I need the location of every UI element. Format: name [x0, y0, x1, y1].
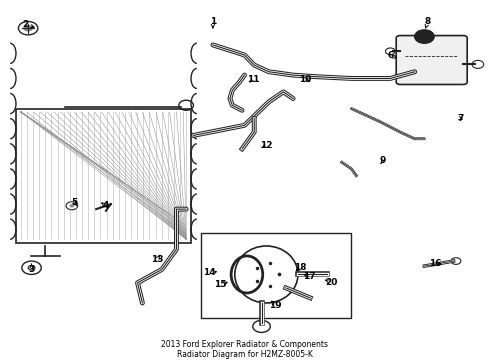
- Bar: [16, 109, 191, 243]
- Text: 19: 19: [268, 301, 281, 310]
- Text: 4: 4: [102, 201, 109, 210]
- Text: 12: 12: [260, 141, 272, 150]
- Text: 9: 9: [379, 156, 386, 165]
- Text: 5: 5: [71, 198, 77, 207]
- Text: 11: 11: [246, 75, 259, 84]
- FancyBboxPatch shape: [395, 36, 466, 85]
- Text: 15: 15: [214, 280, 226, 289]
- Text: 13: 13: [150, 255, 163, 264]
- Text: 10: 10: [299, 75, 311, 84]
- Text: 16: 16: [428, 259, 441, 268]
- Text: 17: 17: [302, 272, 315, 281]
- Circle shape: [27, 264, 36, 271]
- Bar: [201, 233, 351, 318]
- Circle shape: [69, 204, 74, 207]
- Text: 2: 2: [22, 21, 29, 30]
- Circle shape: [414, 30, 433, 43]
- Text: 3: 3: [28, 265, 35, 274]
- Text: 18: 18: [294, 263, 306, 272]
- Text: 8: 8: [424, 17, 430, 26]
- Circle shape: [23, 25, 33, 32]
- Text: 6: 6: [386, 51, 393, 60]
- Text: 14: 14: [203, 268, 215, 277]
- Text: 2013 Ford Explorer Radiator & Components
Radiator Diagram for H2MZ-8005-K: 2013 Ford Explorer Radiator & Components…: [161, 340, 327, 359]
- Text: 1: 1: [209, 17, 216, 26]
- Text: 7: 7: [457, 114, 463, 123]
- Text: 20: 20: [324, 278, 337, 287]
